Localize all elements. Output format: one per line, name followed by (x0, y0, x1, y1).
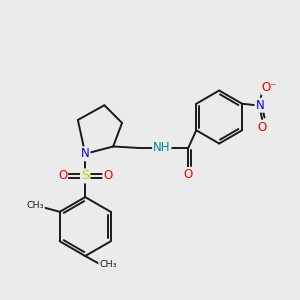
Text: O: O (257, 121, 267, 134)
Text: CH₃: CH₃ (26, 201, 44, 210)
Text: O: O (103, 169, 112, 182)
Text: S: S (81, 169, 89, 182)
Text: N: N (81, 147, 90, 160)
Text: N: N (255, 99, 264, 112)
Text: O⁻: O⁻ (262, 81, 277, 94)
Text: NH: NH (153, 141, 170, 154)
Text: CH₃: CH₃ (99, 260, 117, 269)
Text: O: O (58, 169, 67, 182)
Text: O: O (184, 168, 193, 181)
